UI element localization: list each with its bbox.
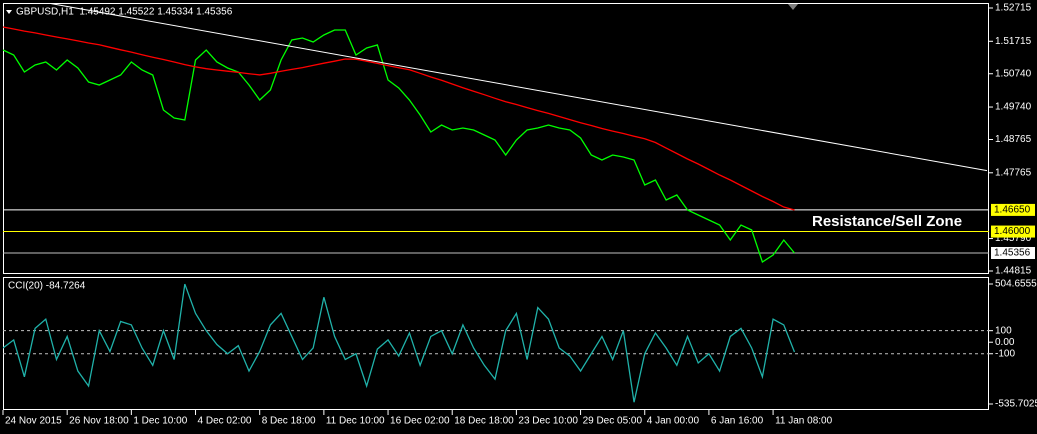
y-tick-label: 504.6555	[995, 279, 1037, 290]
main-panel-frame	[3, 3, 989, 274]
series-line	[3, 29, 795, 264]
x-tick-label: 23 Dec 10:00	[518, 416, 578, 427]
x-tick-label: 11 Jan 08:00	[775, 416, 833, 427]
series-line	[3, 26, 795, 211]
x-tick-label: 1 Dec 10:00	[133, 416, 187, 427]
y-tick-label: 1.47765	[995, 167, 1032, 178]
x-tick-label: 26 Nov 18:00	[69, 416, 129, 427]
y-tick-label: 0.00	[995, 337, 1015, 348]
y-tick-label: -100	[995, 348, 1015, 359]
x-tick-label: 29 Dec 05:00	[583, 416, 643, 427]
price-label: 1.46650	[994, 205, 1031, 216]
x-tick-label: 4 Jan 00:00	[647, 416, 700, 427]
price-label: 1.46000	[994, 226, 1031, 237]
indicator-title: CCI(20) -84.7264	[8, 281, 86, 292]
x-tick-label: 6 Jan 16:00	[711, 416, 764, 427]
y-tick-label: 100	[995, 325, 1012, 336]
x-tick-label: 24 Nov 2015	[5, 416, 62, 427]
y-tick-label: 1.48765	[995, 134, 1032, 145]
x-tick-label: 4 Dec 02:00	[198, 416, 252, 427]
y-tick-label: 1.51715	[995, 36, 1032, 47]
shift-marker	[788, 4, 798, 10]
price-label-box	[991, 225, 1035, 238]
menu-arrow[interactable]	[6, 10, 12, 14]
x-tick-label: 11 Dec 10:00	[326, 416, 385, 427]
price-label-box	[991, 246, 1035, 259]
trend-line	[44, 3, 988, 172]
annotation: Resistance/Sell Zone	[812, 213, 962, 230]
x-tick-label: 16 Dec 02:00	[390, 416, 450, 427]
price-label: 1.45356	[994, 248, 1031, 259]
y-tick-label: 1.50740	[995, 68, 1032, 79]
symbol-header: GBPUSD,H1 1.45492 1.45522 1.45334 1.4535…	[16, 7, 233, 18]
y-tick-label: 1.45790	[995, 233, 1032, 244]
series-group	[3, 3, 988, 264]
series-line	[3, 283, 796, 403]
x-tick-label: 8 Dec 18:00	[262, 416, 316, 427]
indicator-panel-frame	[3, 277, 989, 410]
y-tick-label: 1.52715	[995, 3, 1032, 14]
price-label-box	[991, 203, 1035, 216]
y-tick-label: -535.7025	[995, 399, 1037, 410]
x-tick-label: 18 Dec 18:00	[454, 416, 514, 427]
y-tick-label: 1.49740	[995, 102, 1032, 113]
y-tick-label: 1.44815	[995, 266, 1032, 277]
series-group	[3, 283, 796, 403]
